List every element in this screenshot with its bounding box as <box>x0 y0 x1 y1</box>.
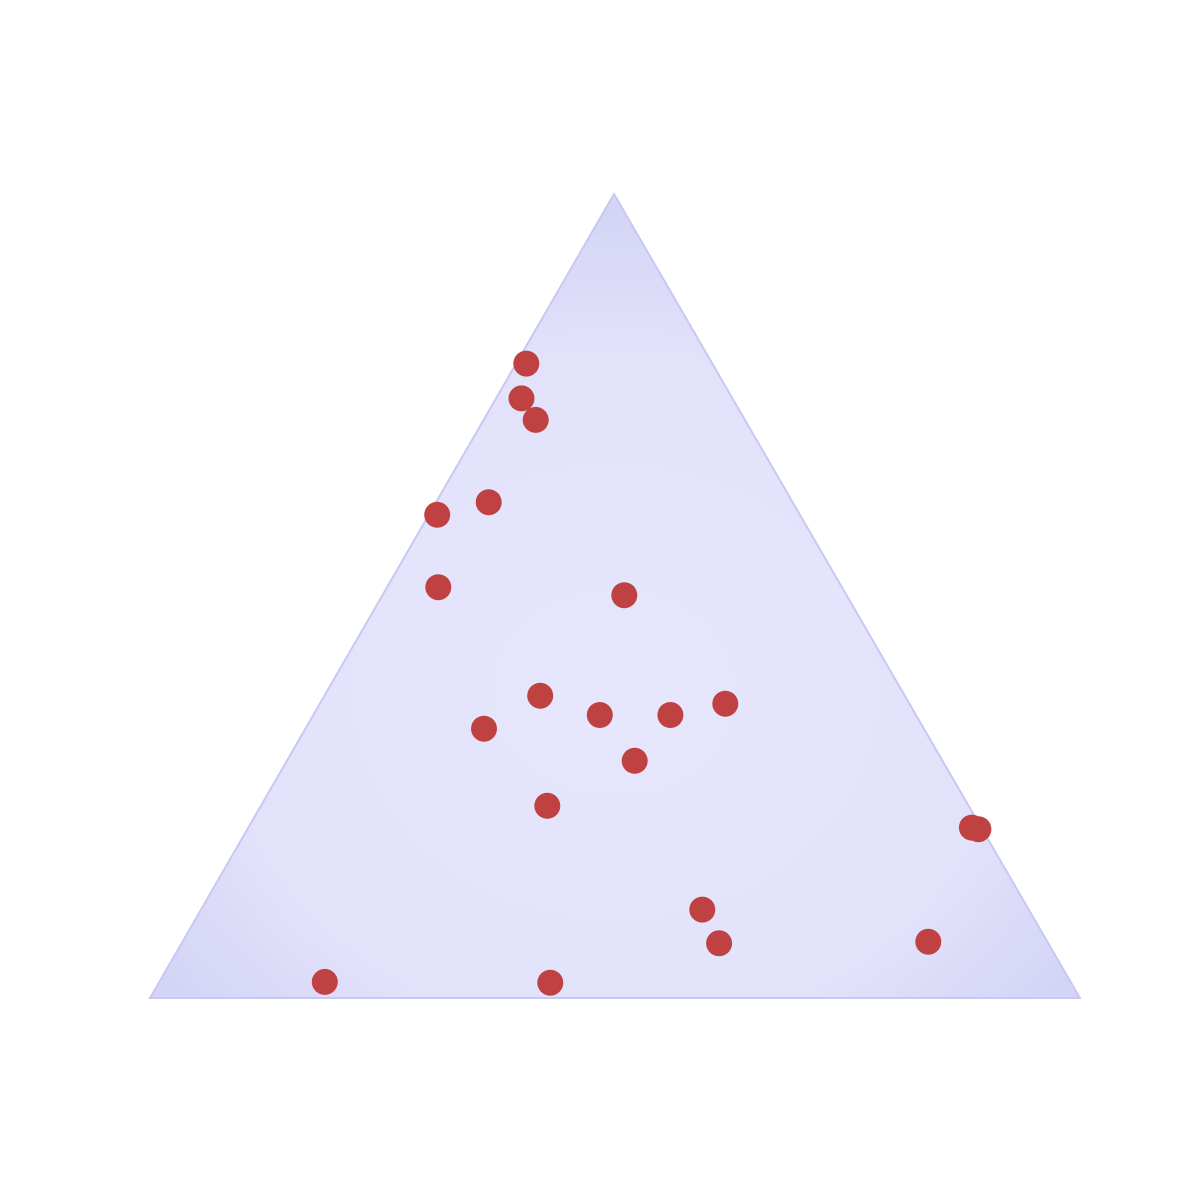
data-point <box>621 747 648 774</box>
data-point <box>475 489 502 516</box>
data-point <box>534 792 561 819</box>
data-point <box>522 406 549 433</box>
data-point <box>586 702 613 728</box>
data-point <box>657 702 684 728</box>
data-point <box>471 715 497 742</box>
data-point <box>537 969 564 996</box>
data-point <box>527 682 554 709</box>
data-point <box>611 582 638 609</box>
data-point <box>915 928 942 955</box>
data-points <box>311 350 992 996</box>
data-point <box>513 350 540 377</box>
data-point <box>425 574 452 601</box>
data-point <box>712 690 739 717</box>
data-point <box>689 896 716 923</box>
data-point <box>965 816 992 843</box>
data-point <box>311 968 338 995</box>
data-point <box>706 930 733 957</box>
data-point <box>424 501 451 528</box>
data-point <box>508 385 535 412</box>
